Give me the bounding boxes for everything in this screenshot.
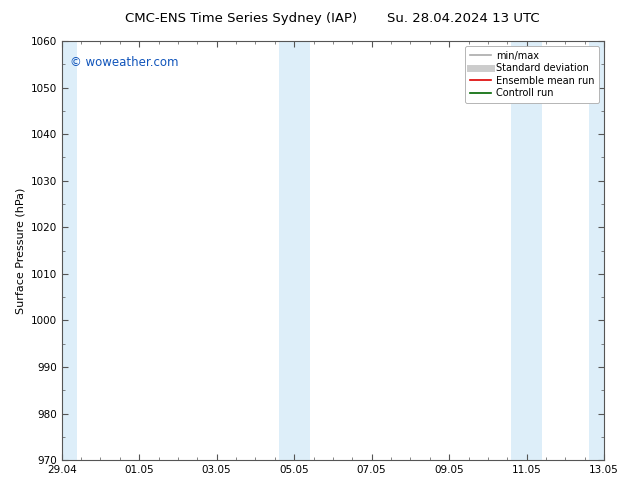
Legend: min/max, Standard deviation, Ensemble mean run, Controll run: min/max, Standard deviation, Ensemble me… <box>465 46 599 103</box>
Text: © woweather.com: © woweather.com <box>70 56 178 69</box>
Text: CMC-ENS Time Series Sydney (IAP): CMC-ENS Time Series Sydney (IAP) <box>125 12 357 25</box>
Bar <box>511 41 542 460</box>
Bar <box>58 41 77 460</box>
Bar <box>279 41 309 460</box>
Y-axis label: Surface Pressure (hPa): Surface Pressure (hPa) <box>15 187 25 314</box>
Text: Su. 28.04.2024 13 UTC: Su. 28.04.2024 13 UTC <box>387 12 539 25</box>
Bar <box>588 41 608 460</box>
